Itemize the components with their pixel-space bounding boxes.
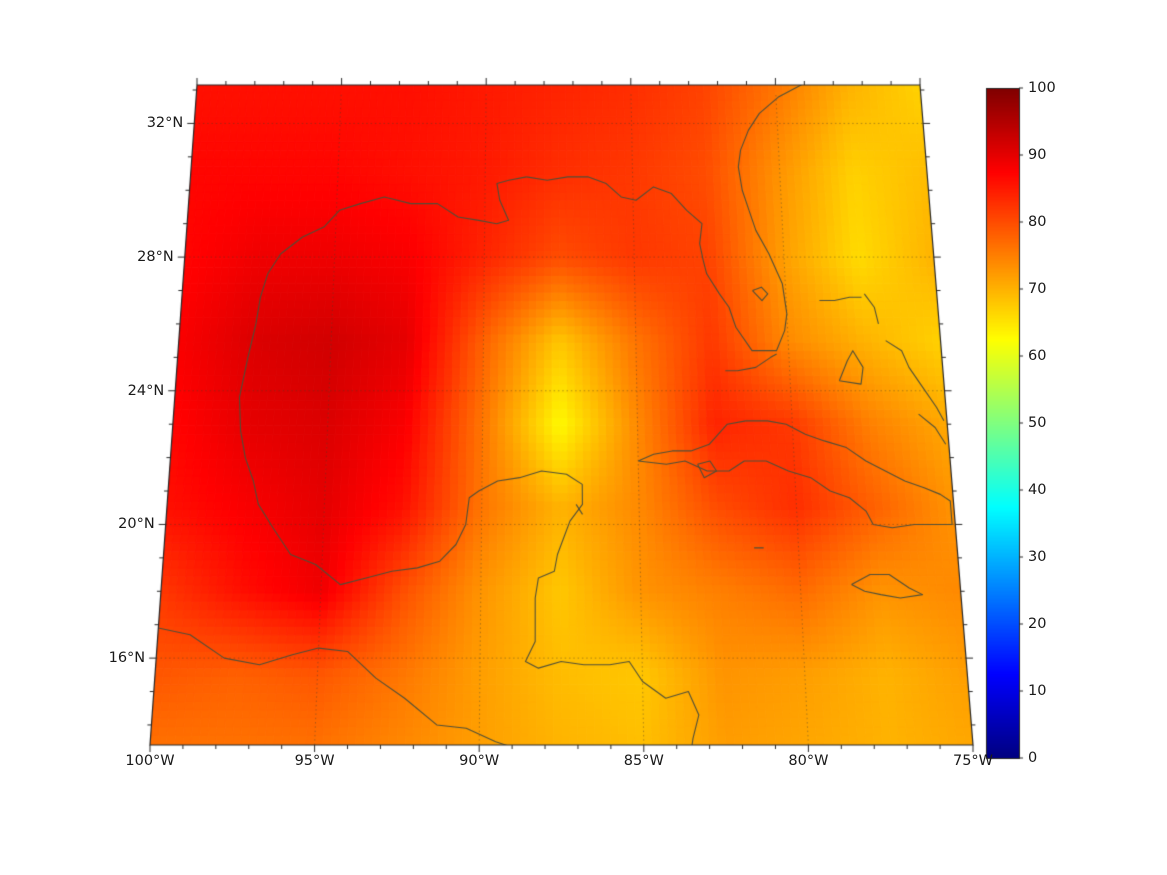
map-figure: 100°W 95°W 90°W 85°W 80°W 75°W 16°N 20°N 24°N 28°…	[0, 0, 1167, 875]
map-canvas	[0, 0, 1167, 875]
